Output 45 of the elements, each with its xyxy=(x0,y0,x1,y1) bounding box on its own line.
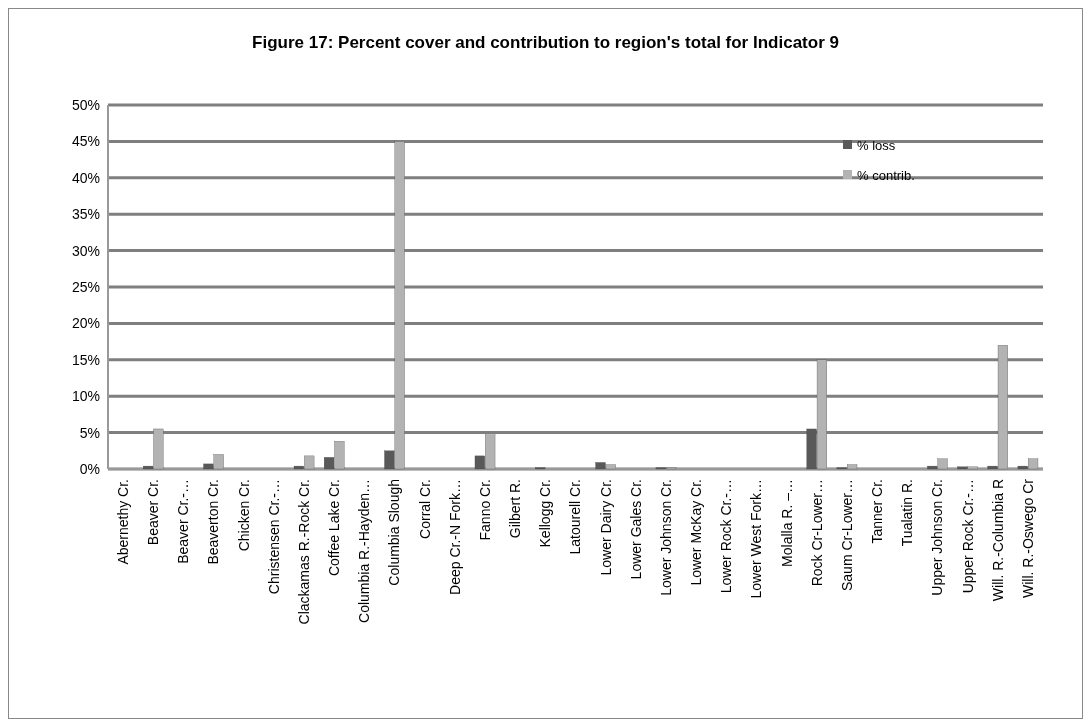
y-tick-label: 45% xyxy=(71,133,100,150)
x-tick-label: Latourell Cr. xyxy=(567,479,584,555)
x-tick-label: Gilbert R. xyxy=(507,479,524,539)
x-tick-label: Rock Cr-Lower… xyxy=(808,479,825,587)
legend-label: % loss xyxy=(857,137,896,153)
x-tick-label: Molalla R. –… xyxy=(778,479,795,567)
x-tick-label: Beaverton Cr. xyxy=(205,479,222,565)
y-tick-label: 35% xyxy=(71,206,100,223)
x-tick-label: Deep Cr.-N Fork… xyxy=(446,479,463,595)
y-tick-label: 50% xyxy=(71,96,100,113)
x-tick-label: Tualatin R. xyxy=(899,479,916,547)
x-tick-label: Beaver Cr. xyxy=(145,479,162,546)
y-tick-label: 5% xyxy=(79,424,100,441)
x-tick-label: Kellogg Cr. xyxy=(537,479,554,548)
x-tick-label: Clackamas R.-Rock Cr. xyxy=(295,479,312,625)
y-tick-label: 20% xyxy=(71,315,100,332)
x-tick-label: Upper Rock Cr.-… xyxy=(959,479,976,594)
x-tick-label: Chicken Cr. xyxy=(235,479,252,552)
x-tick-label: Lower Gales Cr. xyxy=(627,479,644,580)
x-tick-label: Tanner Cr. xyxy=(869,479,886,544)
y-tick-label: 0% xyxy=(79,460,100,477)
y-tick-label: 30% xyxy=(71,242,100,259)
x-tick-label: Lower West Fork… xyxy=(748,479,765,599)
x-tick-label: Will. R.-Oswego Cr xyxy=(1019,478,1036,599)
y-tick-label: 10% xyxy=(71,388,100,405)
chart-title: Figure 17: Percent cover and contribution to region's total for Indicator 9 xyxy=(252,33,839,52)
x-tick-label: Fanno Cr. xyxy=(476,479,493,541)
x-tick-label: Abernethy Cr. xyxy=(114,479,131,565)
x-tick-label: Upper Johnson Cr. xyxy=(929,479,946,596)
x-tick-label: Lower McKay Cr. xyxy=(688,479,705,586)
legend-label: % contrib. xyxy=(857,167,915,183)
x-tick-label: Corral Cr. xyxy=(416,479,433,539)
x-tick-label: Saum Cr-Lower… xyxy=(838,479,855,592)
x-tick-label: Coffee Lake Cr. xyxy=(326,479,343,577)
x-tick-label: Will. R.-Columbia R xyxy=(989,479,1006,602)
x-tick-label: Christensen Cr.-… xyxy=(265,479,282,595)
y-tick-label: 40% xyxy=(71,169,100,186)
x-tick-label: Columbia R.-Hayden… xyxy=(356,479,373,623)
x-tick-label: Lower Dairy Cr. xyxy=(597,479,614,576)
x-tick-label: Lower Rock Cr.-… xyxy=(718,479,735,594)
x-tick-label: Lower Johnson Cr. xyxy=(657,479,674,596)
y-tick-label: 25% xyxy=(71,278,100,295)
x-tick-label: Beaver Cr.-… xyxy=(175,479,192,564)
x-tick-label: Columbia Slough xyxy=(386,479,403,586)
y-tick-label: 15% xyxy=(71,351,100,368)
